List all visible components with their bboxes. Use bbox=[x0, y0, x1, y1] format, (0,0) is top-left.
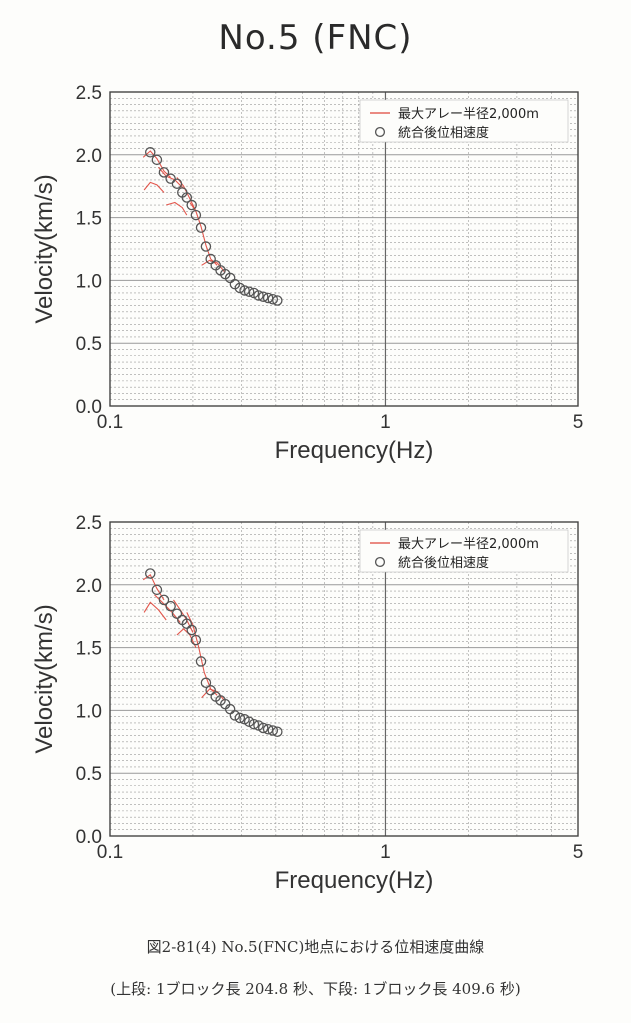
x-tick-label: 0.1 bbox=[97, 412, 123, 433]
data-point bbox=[239, 285, 250, 296]
y-tick-label: 1.0 bbox=[76, 271, 102, 292]
data-point bbox=[158, 167, 170, 178]
figure-subcaption: (上段: 1ブロック長 204.8 秒、下段: 1ブロック長 409.6 秒) bbox=[110, 980, 521, 998]
data-point bbox=[267, 725, 279, 736]
y-tick-label: 0.0 bbox=[76, 827, 102, 848]
data-point bbox=[272, 726, 283, 738]
x-tick-label: 1 bbox=[380, 412, 391, 433]
data-point bbox=[234, 712, 246, 724]
y-tick-label: 1.5 bbox=[76, 209, 102, 230]
data-point bbox=[145, 147, 156, 158]
data-point bbox=[267, 293, 279, 305]
array-velocity-curve bbox=[166, 201, 188, 216]
x-tick-label: 0.1 bbox=[97, 842, 123, 863]
grid-lines bbox=[110, 522, 578, 836]
x-tick-label: 5 bbox=[573, 842, 584, 863]
legend-marker-swatch bbox=[374, 126, 386, 138]
data-point bbox=[195, 656, 207, 667]
data-point bbox=[248, 718, 260, 730]
data-point bbox=[205, 685, 216, 696]
chart-top: 0.0 0.5 1.0 1.5 2.0 2.5 0.1 1 5 Frequency(Hz) Velo… bbox=[31, 83, 584, 464]
legend-box bbox=[359, 99, 569, 143]
array-velocity-curve bbox=[158, 167, 184, 190]
integrated-points bbox=[145, 568, 283, 738]
data-point bbox=[200, 677, 212, 689]
y-axis-label: Velocity(km/s) bbox=[31, 174, 58, 323]
x-axis-label: Frequency(Hz) bbox=[275, 437, 434, 464]
legend-label: 最大アレー半径2,000m bbox=[398, 537, 539, 552]
y-tick-label: 2.5 bbox=[76, 83, 102, 104]
y-tick-label: 0.5 bbox=[76, 334, 102, 355]
data-point bbox=[151, 154, 163, 166]
data-point bbox=[151, 584, 163, 596]
data-point bbox=[165, 600, 176, 612]
y-tick-label: 0.5 bbox=[76, 764, 102, 785]
array-velocity-curve bbox=[176, 628, 197, 648]
page-title: No.5 (FNC) bbox=[218, 18, 413, 58]
array-velocity-curve bbox=[189, 202, 218, 266]
data-point bbox=[253, 290, 264, 301]
data-point bbox=[257, 722, 269, 734]
array-velocity-curve bbox=[143, 181, 165, 193]
data-point bbox=[165, 173, 176, 184]
data-point bbox=[243, 286, 255, 297]
data-point bbox=[229, 710, 241, 721]
data-point bbox=[200, 241, 212, 252]
legend-marker-swatch bbox=[374, 556, 386, 568]
y-tick-label: 0.0 bbox=[76, 397, 102, 418]
y-tick-label: 2.0 bbox=[76, 146, 102, 167]
red-curves bbox=[142, 150, 225, 272]
y-tick-label: 1.5 bbox=[76, 639, 102, 660]
data-point bbox=[186, 624, 197, 636]
data-point bbox=[186, 199, 197, 211]
legend-label: 統合後位相速度 bbox=[398, 125, 489, 141]
y-tick-label: 1.0 bbox=[76, 701, 102, 722]
data-point bbox=[181, 192, 193, 203]
legend: 最大アレー半径2,000m 統合後位相速度 bbox=[359, 99, 569, 143]
x-tick-label: 1 bbox=[380, 842, 391, 863]
x-axis-label: Frequency(Hz) bbox=[275, 867, 434, 894]
data-point bbox=[171, 178, 183, 189]
legend-label: 最大アレー半径2,000m bbox=[398, 107, 539, 122]
data-point bbox=[158, 594, 170, 606]
y-tick-label: 2.0 bbox=[76, 576, 102, 597]
data-point bbox=[272, 295, 283, 306]
plot-frame bbox=[109, 91, 579, 407]
chart-bottom: 0.0 0.5 1.0 1.5 2.0 2.5 0.1 1 5 Frequency(Hz) Velo… bbox=[31, 513, 584, 894]
y-tick-label: 2.5 bbox=[76, 513, 102, 534]
data-point bbox=[190, 209, 202, 221]
integrated-points bbox=[145, 147, 283, 306]
data-point bbox=[190, 634, 202, 646]
legend-label: 統合後位相速度 bbox=[398, 555, 489, 571]
data-point bbox=[205, 253, 216, 265]
legend-box bbox=[359, 529, 569, 573]
plot-frame bbox=[109, 521, 579, 837]
legend: 最大アレー半径2,000m 統合後位相速度 bbox=[359, 529, 569, 573]
x-tick-label: 5 bbox=[573, 412, 584, 433]
y-axis-label: Velocity(km/s) bbox=[31, 604, 58, 753]
data-point bbox=[171, 608, 183, 619]
figure-caption: 図2-81(4) No.5(FNC)地点における位相速度曲線 bbox=[146, 938, 485, 956]
data-point bbox=[145, 568, 156, 579]
data-point bbox=[257, 291, 269, 302]
array-velocity-curve bbox=[154, 594, 181, 623]
array-velocity-curve bbox=[143, 601, 167, 621]
data-point bbox=[195, 222, 207, 233]
array-velocity-curve bbox=[142, 150, 171, 178]
